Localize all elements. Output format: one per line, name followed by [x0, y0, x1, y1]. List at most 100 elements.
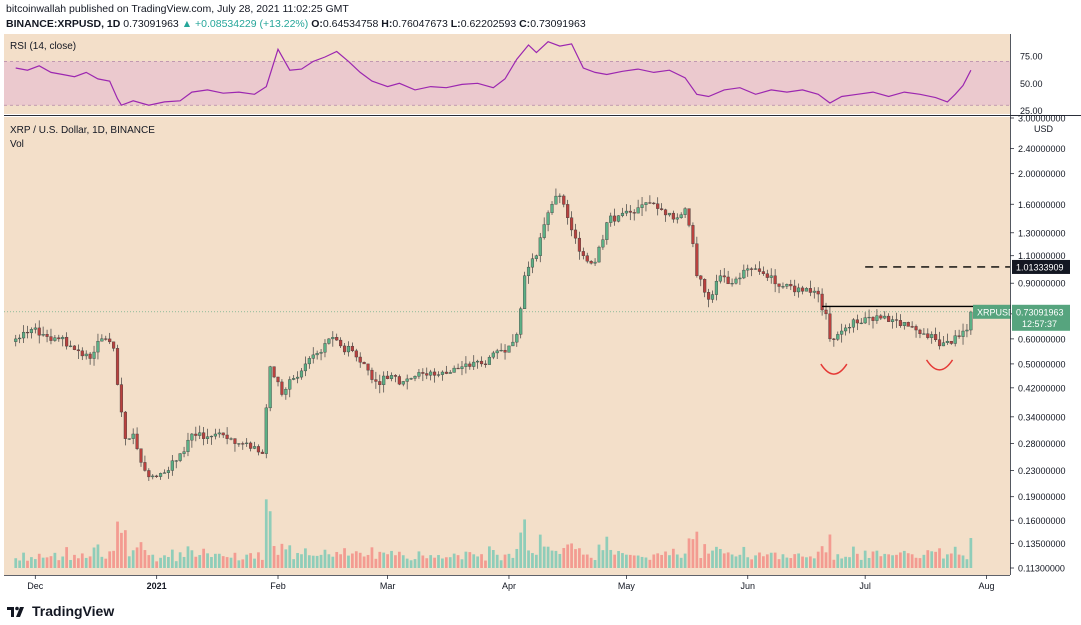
price-tick-16: 0.13500000: [1018, 539, 1066, 549]
volume-bar: [922, 554, 926, 568]
price-title: XRP / U.S. Dollar, 1D, BINANCE: [10, 125, 155, 136]
candle: [182, 451, 186, 454]
candle: [581, 251, 585, 256]
volume-bar: [53, 552, 57, 568]
candle: [663, 209, 668, 216]
volume-bar: [57, 560, 61, 568]
candle: [198, 432, 202, 436]
volume-bar: [394, 555, 397, 568]
candle: [268, 366, 272, 409]
volume-bar: [288, 545, 292, 568]
volume-bar: [253, 558, 256, 568]
candle: [738, 277, 742, 280]
volume-bar: [319, 554, 323, 568]
symbol-label: BINANCE:XRPUSD, 1D: [6, 18, 121, 30]
candle: [41, 334, 45, 336]
candle: [166, 470, 170, 473]
volume-bar: [566, 544, 570, 568]
volume-bar: [221, 556, 225, 568]
candle: [205, 436, 210, 439]
time-tick-4: Apr: [502, 581, 516, 591]
candle: [57, 337, 61, 340]
time-tick-8: Aug: [979, 581, 995, 591]
volume-bar: [174, 561, 178, 568]
brand-name: TradingView: [32, 603, 115, 619]
time-tick-5: May: [618, 581, 636, 591]
volume-bar: [906, 553, 910, 568]
volume-bar: [652, 554, 656, 568]
candle: [589, 261, 593, 264]
volume-bar: [930, 551, 934, 568]
candle: [887, 315, 891, 322]
candle: [777, 283, 781, 287]
volume-bar: [515, 548, 519, 568]
volume-bar: [65, 547, 68, 568]
volume-bar: [108, 551, 112, 568]
volume-bar: [229, 557, 233, 568]
candle: [538, 237, 542, 256]
candle: [616, 215, 621, 222]
rsi-axis: 75.00 50.00 25.00: [1020, 51, 1043, 116]
candle: [695, 243, 699, 277]
candle: [80, 350, 84, 357]
candle: [746, 268, 750, 271]
candle: [875, 315, 879, 321]
volume-bar: [824, 552, 828, 568]
candle: [550, 204, 554, 213]
volume-bar: [241, 559, 245, 568]
candle: [930, 334, 934, 338]
candle: [378, 381, 382, 385]
candle: [96, 340, 100, 353]
candle: [53, 337, 57, 341]
volume-bar: [296, 552, 299, 568]
close-value: 0.73091963: [530, 18, 586, 30]
volume-bar: [362, 556, 366, 568]
candle: [718, 275, 722, 282]
volume-bar: [867, 557, 871, 568]
candle: [14, 338, 18, 342]
candle: [135, 433, 139, 449]
candle: [260, 451, 264, 454]
volume-bar: [18, 560, 22, 568]
volume-bar: [949, 553, 953, 568]
volume-bar: [456, 555, 460, 568]
candle: [339, 339, 343, 347]
volume-bar: [409, 560, 413, 568]
volume-bar: [351, 553, 354, 568]
candle: [734, 278, 738, 284]
volume-bar: [276, 554, 280, 568]
volume-bar: [88, 556, 92, 568]
volume-bar: [464, 551, 468, 568]
candle: [433, 371, 437, 376]
volume-bar: [538, 534, 542, 568]
volume-bar: [902, 550, 906, 568]
volume-bar: [315, 555, 319, 568]
candle: [405, 378, 409, 382]
chart-canvas[interactable]: RSI (14, close) 75.00 50.00 25.00 XRP / U.…: [0, 0, 1081, 600]
volume-bar: [660, 554, 663, 568]
candle: [104, 338, 108, 340]
volume-bar: [237, 560, 241, 568]
candle: [303, 363, 307, 372]
candle: [648, 202, 652, 204]
volume-bar: [437, 555, 440, 568]
candle: [808, 288, 812, 293]
volume-bar: [711, 550, 714, 568]
volume-bar: [100, 556, 104, 568]
candle: [847, 327, 852, 329]
volume-bar: [401, 555, 405, 568]
volume-bar: [942, 558, 945, 568]
volume-bar: [789, 558, 793, 568]
time-axis: Dec 2021 Feb Mar Apr May Jun Jul Aug: [4, 575, 1010, 591]
price-tick-1: 2.40000000: [1018, 144, 1066, 154]
candle: [108, 338, 112, 343]
candle: [573, 229, 578, 239]
candle: [151, 475, 155, 478]
volume-bar: [797, 553, 800, 568]
candle: [249, 442, 253, 449]
volume-bar: [127, 556, 131, 568]
candle: [828, 313, 832, 340]
candle: [366, 363, 370, 371]
volume-bar: [182, 556, 186, 568]
volume-bar: [605, 536, 609, 568]
